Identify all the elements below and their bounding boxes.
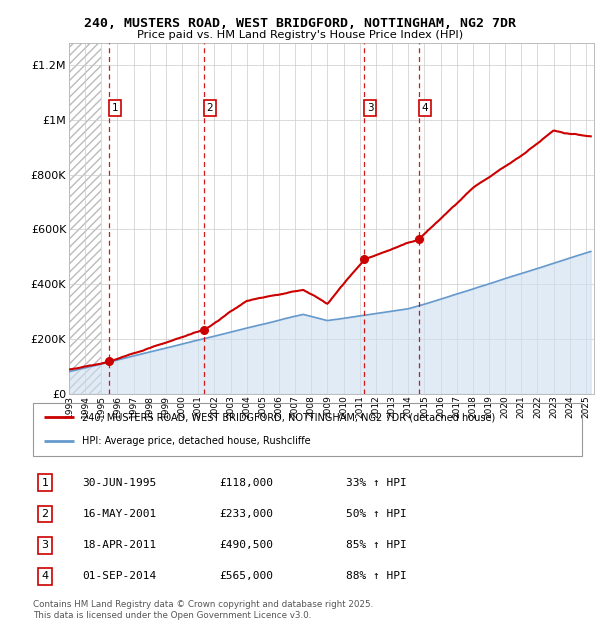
Text: 1: 1 xyxy=(112,103,118,113)
Text: 88% ↑ HPI: 88% ↑ HPI xyxy=(346,572,407,582)
Text: £490,500: £490,500 xyxy=(220,540,274,550)
Text: 85% ↑ HPI: 85% ↑ HPI xyxy=(346,540,407,550)
Bar xyxy=(69,43,101,394)
Text: 50% ↑ HPI: 50% ↑ HPI xyxy=(346,509,407,519)
Text: 30-JUN-1995: 30-JUN-1995 xyxy=(82,478,157,488)
Text: £565,000: £565,000 xyxy=(220,572,274,582)
Text: HPI: Average price, detached house, Rushcliffe: HPI: Average price, detached house, Rush… xyxy=(82,436,311,446)
Text: 2: 2 xyxy=(41,509,49,519)
Text: 33% ↑ HPI: 33% ↑ HPI xyxy=(346,478,407,488)
Text: 240, MUSTERS ROAD, WEST BRIDGFORD, NOTTINGHAM, NG2 7DR: 240, MUSTERS ROAD, WEST BRIDGFORD, NOTTI… xyxy=(84,17,516,30)
Text: 3: 3 xyxy=(367,103,374,113)
Text: Price paid vs. HM Land Registry's House Price Index (HPI): Price paid vs. HM Land Registry's House … xyxy=(137,30,463,40)
Text: 1: 1 xyxy=(41,478,49,488)
Text: 01-SEP-2014: 01-SEP-2014 xyxy=(82,572,157,582)
Text: 3: 3 xyxy=(41,540,49,550)
Text: Contains HM Land Registry data © Crown copyright and database right 2025.
This d: Contains HM Land Registry data © Crown c… xyxy=(33,600,373,619)
Text: 16-MAY-2001: 16-MAY-2001 xyxy=(82,509,157,519)
Text: £233,000: £233,000 xyxy=(220,509,274,519)
Text: 18-APR-2011: 18-APR-2011 xyxy=(82,540,157,550)
Text: 4: 4 xyxy=(41,572,49,582)
Text: 2: 2 xyxy=(206,103,213,113)
Text: 240, MUSTERS ROAD, WEST BRIDGFORD, NOTTINGHAM, NG2 7DR (detached house): 240, MUSTERS ROAD, WEST BRIDGFORD, NOTTI… xyxy=(82,412,496,422)
Text: 4: 4 xyxy=(421,103,428,113)
Text: £118,000: £118,000 xyxy=(220,478,274,488)
